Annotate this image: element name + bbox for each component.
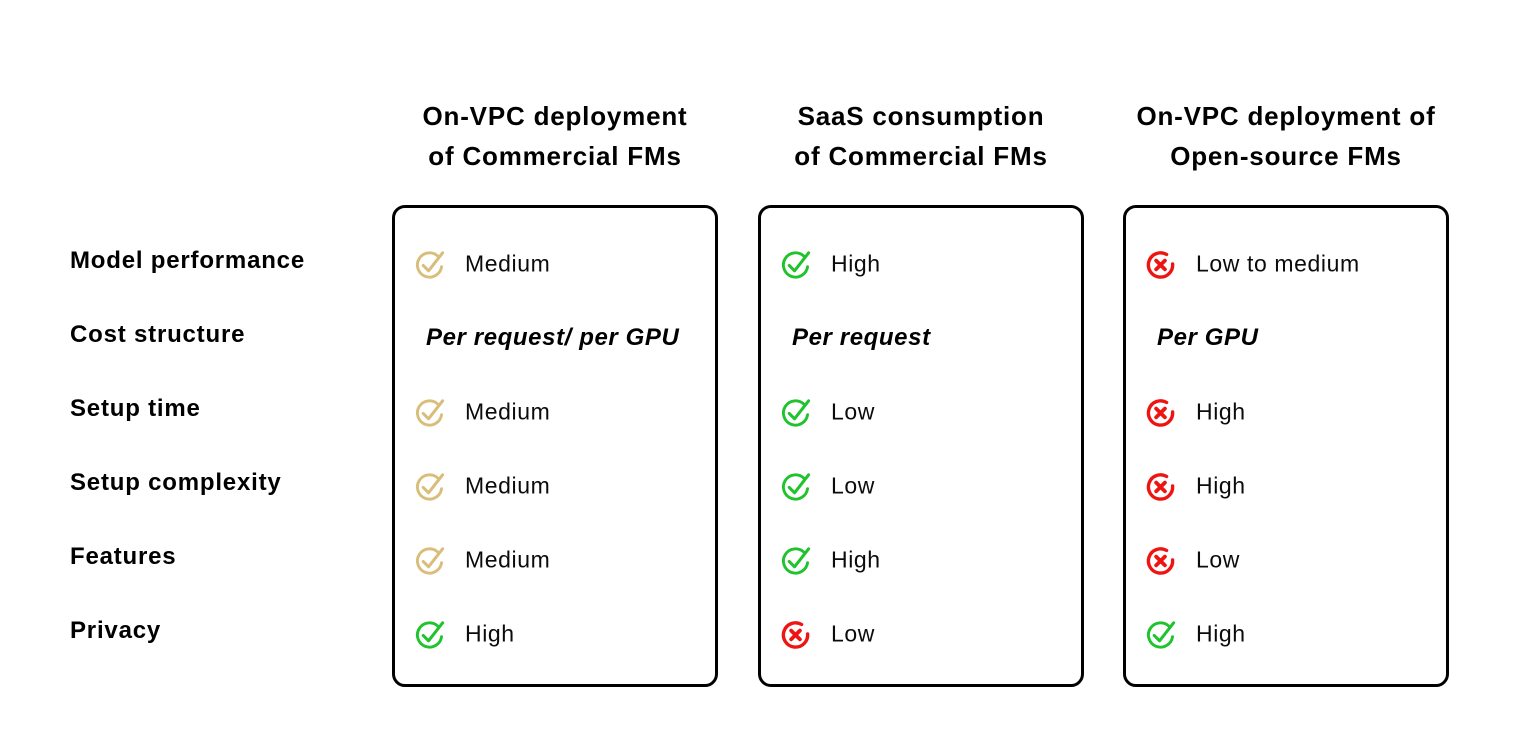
check-icon bbox=[781, 547, 811, 575]
row-label-privacy: Privacy bbox=[70, 617, 162, 644]
column-header-onvpc-commercial: On-VPC deployment of Commercial FMs bbox=[365, 96, 745, 176]
cell-value: Per request bbox=[792, 324, 931, 351]
row-label-cost-structure: Cost structure bbox=[70, 321, 246, 348]
cell-value: Medium bbox=[465, 472, 551, 499]
cell-value: High bbox=[1196, 620, 1246, 647]
cell-value: High bbox=[831, 250, 881, 277]
cross-icon bbox=[781, 620, 810, 649]
cross-icon bbox=[1146, 250, 1175, 279]
column-header-line: On-VPC deployment bbox=[422, 101, 688, 131]
card-onvpc-opensource: Low to medium Per GPU High High L bbox=[1123, 205, 1449, 687]
check-icon bbox=[780, 544, 813, 577]
cell-value: High bbox=[1196, 472, 1246, 499]
cell-value: Medium bbox=[465, 398, 551, 425]
check-icon bbox=[781, 473, 811, 501]
cross-icon bbox=[1145, 470, 1178, 503]
cell-value: High bbox=[465, 620, 515, 647]
row-label-model-performance: Model performance bbox=[70, 247, 305, 274]
cell-cost-structure: Per request/ per GPU bbox=[426, 324, 711, 352]
cross-icon bbox=[780, 618, 813, 651]
cell-privacy: Low bbox=[780, 618, 1077, 651]
check-icon bbox=[414, 470, 447, 503]
cross-icon bbox=[1146, 546, 1175, 575]
check-icon bbox=[781, 251, 811, 279]
cell-setup-complexity: Medium bbox=[414, 470, 711, 503]
check-icon bbox=[415, 621, 445, 649]
cell-setup-time: High bbox=[1145, 396, 1442, 429]
cell-value: High bbox=[1196, 398, 1246, 425]
column-header-saas-commercial: SaaS consumption of Commercial FMs bbox=[731, 96, 1111, 176]
check-icon bbox=[415, 547, 445, 575]
cell-setup-time: Medium bbox=[414, 396, 711, 429]
check-icon bbox=[1146, 621, 1176, 649]
cell-setup-complexity: High bbox=[1145, 470, 1442, 503]
column-header-line: On-VPC deployment of bbox=[1136, 101, 1436, 131]
card-saas-commercial: High Per request Low Low High bbox=[758, 205, 1084, 687]
check-icon bbox=[414, 618, 447, 651]
cell-value: Low bbox=[1196, 546, 1240, 573]
card-onvpc-commercial: Medium Per request/ per GPU Medium Mediu… bbox=[392, 205, 718, 687]
cell-model-performance: High bbox=[780, 248, 1077, 281]
row-label-features: Features bbox=[70, 543, 177, 570]
check-icon bbox=[415, 473, 445, 501]
cell-cost-structure: Per GPU bbox=[1157, 324, 1442, 352]
cross-icon bbox=[1146, 398, 1175, 427]
check-icon bbox=[414, 396, 447, 429]
cell-value: Medium bbox=[465, 250, 551, 277]
check-icon bbox=[781, 399, 811, 427]
check-icon bbox=[780, 396, 813, 429]
cell-model-performance: Medium bbox=[414, 248, 711, 281]
check-icon bbox=[780, 248, 813, 281]
check-icon bbox=[414, 248, 447, 281]
cell-features: Medium bbox=[414, 544, 711, 577]
row-label-setup-complexity: Setup complexity bbox=[70, 469, 282, 496]
check-icon bbox=[414, 544, 447, 577]
row-label-setup-time: Setup time bbox=[70, 395, 201, 422]
column-header-line: of Commercial FMs bbox=[794, 141, 1048, 171]
cell-cost-structure: Per request bbox=[792, 324, 1077, 352]
column-header-line: SaaS consumption bbox=[797, 101, 1045, 131]
check-icon bbox=[780, 470, 813, 503]
column-header-onvpc-opensource: On-VPC deployment of Open-source FMs bbox=[1096, 96, 1476, 176]
column-header-line: of Commercial FMs bbox=[428, 141, 682, 171]
cell-model-performance: Low to medium bbox=[1145, 248, 1442, 281]
cell-value: Low bbox=[831, 398, 875, 425]
cell-privacy: High bbox=[414, 618, 711, 651]
cell-value: Low bbox=[831, 472, 875, 499]
cross-icon bbox=[1145, 396, 1178, 429]
cell-setup-complexity: Low bbox=[780, 470, 1077, 503]
check-icon bbox=[415, 399, 445, 427]
cell-features: High bbox=[780, 544, 1077, 577]
cell-privacy: High bbox=[1145, 618, 1442, 651]
cell-value: High bbox=[831, 546, 881, 573]
cell-value: Low to medium bbox=[1196, 250, 1360, 277]
cell-value: Medium bbox=[465, 546, 551, 573]
cross-icon bbox=[1145, 248, 1178, 281]
check-icon bbox=[415, 251, 445, 279]
cross-icon bbox=[1145, 544, 1178, 577]
cross-icon bbox=[1146, 472, 1175, 501]
cell-value: Per request/ per GPU bbox=[426, 324, 680, 351]
cell-value: Low bbox=[831, 620, 875, 647]
cell-features: Low bbox=[1145, 544, 1442, 577]
cell-value: Per GPU bbox=[1157, 324, 1259, 351]
check-icon bbox=[1145, 618, 1178, 651]
column-header-line: Open-source FMs bbox=[1170, 141, 1402, 171]
cell-setup-time: Low bbox=[780, 396, 1077, 429]
